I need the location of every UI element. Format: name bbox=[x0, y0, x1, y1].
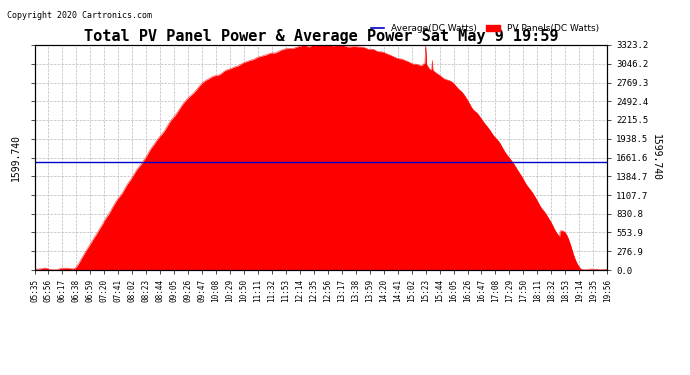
Y-axis label: 1599.740: 1599.740 bbox=[11, 134, 21, 181]
Title: Total PV Panel Power & Average Power Sat May 9 19:59: Total PV Panel Power & Average Power Sat… bbox=[83, 29, 558, 44]
Text: Copyright 2020 Cartronics.com: Copyright 2020 Cartronics.com bbox=[7, 11, 152, 20]
Legend: Average(DC Watts), PV Panels(DC Watts): Average(DC Watts), PV Panels(DC Watts) bbox=[367, 20, 602, 36]
Y-axis label: 1599.740: 1599.740 bbox=[651, 134, 660, 181]
